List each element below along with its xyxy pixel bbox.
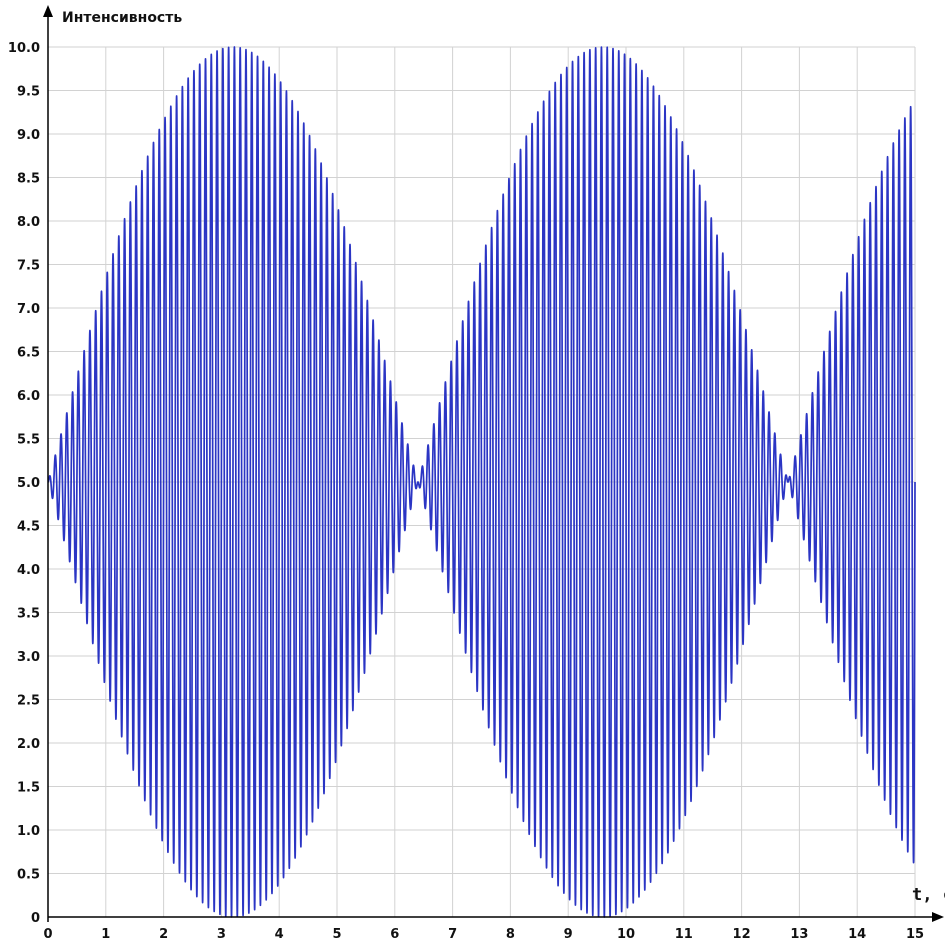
y-tick-label: 4.5 <box>17 520 40 535</box>
y-tick-label: 8.0 <box>17 215 40 230</box>
x-tick-label: 11 <box>675 927 693 942</box>
y-tick-label: 6.0 <box>17 389 40 404</box>
y-tick-label: 4.0 <box>17 563 40 578</box>
y-tick-label: 3.5 <box>17 607 40 622</box>
y-axis-title: Интенсивность <box>62 10 182 26</box>
y-tick-label: 0 <box>31 911 40 926</box>
y-tick-label: 7.5 <box>17 259 40 274</box>
x-tick-label: 5 <box>332 927 341 942</box>
y-tick-label: 9.0 <box>17 128 40 143</box>
x-tick-label: 4 <box>275 927 284 942</box>
y-axis-arrow-icon <box>43 5 53 17</box>
x-tick-label: 8 <box>506 927 515 942</box>
x-tick-label: 14 <box>848 927 866 942</box>
x-tick-label: 13 <box>790 927 808 942</box>
x-tick-label: 9 <box>564 927 573 942</box>
x-tick-label: 7 <box>448 927 457 942</box>
series-layer <box>47 46 916 918</box>
x-tick-label: 6 <box>390 927 399 942</box>
y-tick-label: 10.0 <box>8 41 40 56</box>
y-tick-label: 3.0 <box>17 650 40 665</box>
x-tick-label: 12 <box>733 927 751 942</box>
axes-layer <box>43 5 944 922</box>
x-tick-label: 1 <box>101 927 110 942</box>
y-tick-label: 2.5 <box>17 694 40 709</box>
x-axis-arrow-icon <box>932 912 944 922</box>
ticks-layer: 0 1 2 3 4 5 6 7 8 9 10 11 12 13 14 1500.51.01.52.02.53.… <box>8 41 924 942</box>
y-tick-label: 7.0 <box>17 302 40 317</box>
x-tick-label: 0 <box>43 927 52 942</box>
x-tick-label: 3 <box>217 927 226 942</box>
y-tick-label: 9.5 <box>17 85 40 100</box>
y-tick-label: 0.5 <box>17 868 40 883</box>
series-line <box>47 46 916 918</box>
x-tick-label: 10 <box>617 927 635 942</box>
y-tick-label: 5.0 <box>17 476 40 491</box>
x-axis-title: t, c <box>912 885 945 905</box>
y-tick-label: 1.0 <box>17 824 40 839</box>
y-tick-label: 2.0 <box>17 737 40 752</box>
y-tick-label: 5.5 <box>17 433 40 448</box>
y-tick-label: 8.5 <box>17 172 40 187</box>
y-tick-label: 6.5 <box>17 346 40 361</box>
x-tick-label: 2 <box>159 927 168 942</box>
x-tick-label: 15 <box>906 927 924 942</box>
y-tick-label: 1.5 <box>17 781 40 796</box>
